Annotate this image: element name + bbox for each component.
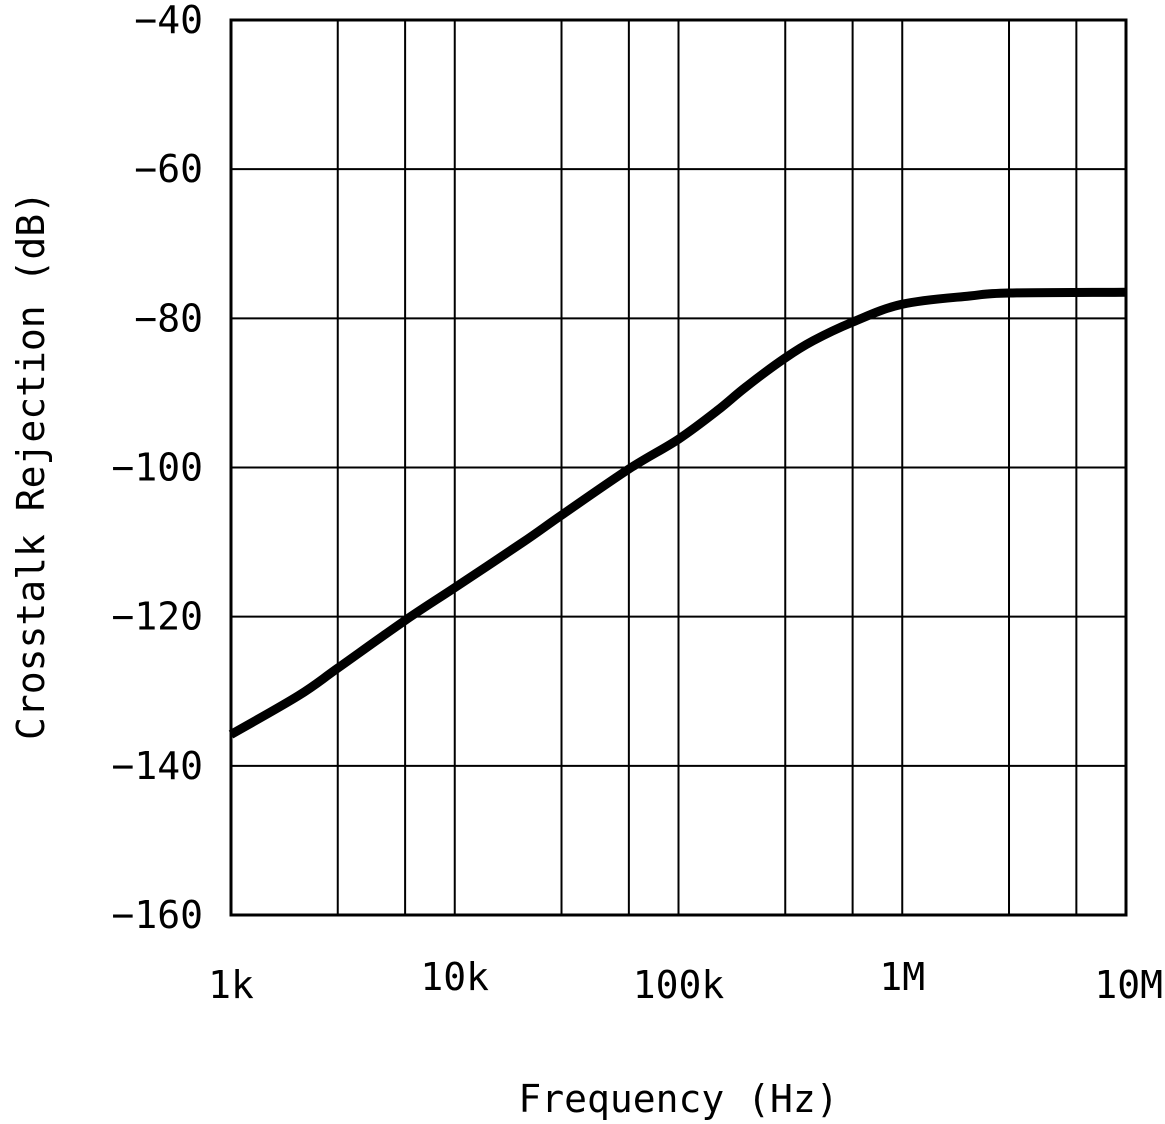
y-tick-label: −60 [134, 147, 203, 191]
x-tick-labels: 1k 10k 100k 1M 10M [208, 955, 1163, 1007]
y-tick-labels: −40 −60 −80 −100 −120 −140 −160 [111, 0, 203, 937]
y-tick-label: −160 [111, 893, 203, 937]
y-tick-label: −100 [111, 446, 203, 490]
grid [230, 19, 1127, 916]
series-line [228, 287, 1127, 739]
y-axis-title: Crosstalk Rejection (dB) [9, 191, 53, 740]
x-axis-title: Frequency (Hz) [518, 1077, 838, 1121]
plot-area-border [229, 18, 1128, 917]
x-tick-label: 1M [879, 955, 925, 999]
y-tick-label: −140 [111, 744, 203, 788]
x-tick-label: 10M [1094, 963, 1163, 1007]
x-tick-label: 10k [420, 955, 489, 999]
y-tick-label: −120 [111, 595, 203, 639]
y-tick-label: −40 [134, 0, 203, 42]
series-layer [228, 287, 1127, 739]
x-tick-label: 100k [633, 963, 725, 1007]
x-tick-label: 1k [208, 963, 254, 1007]
y-tick-label: −80 [134, 296, 203, 340]
